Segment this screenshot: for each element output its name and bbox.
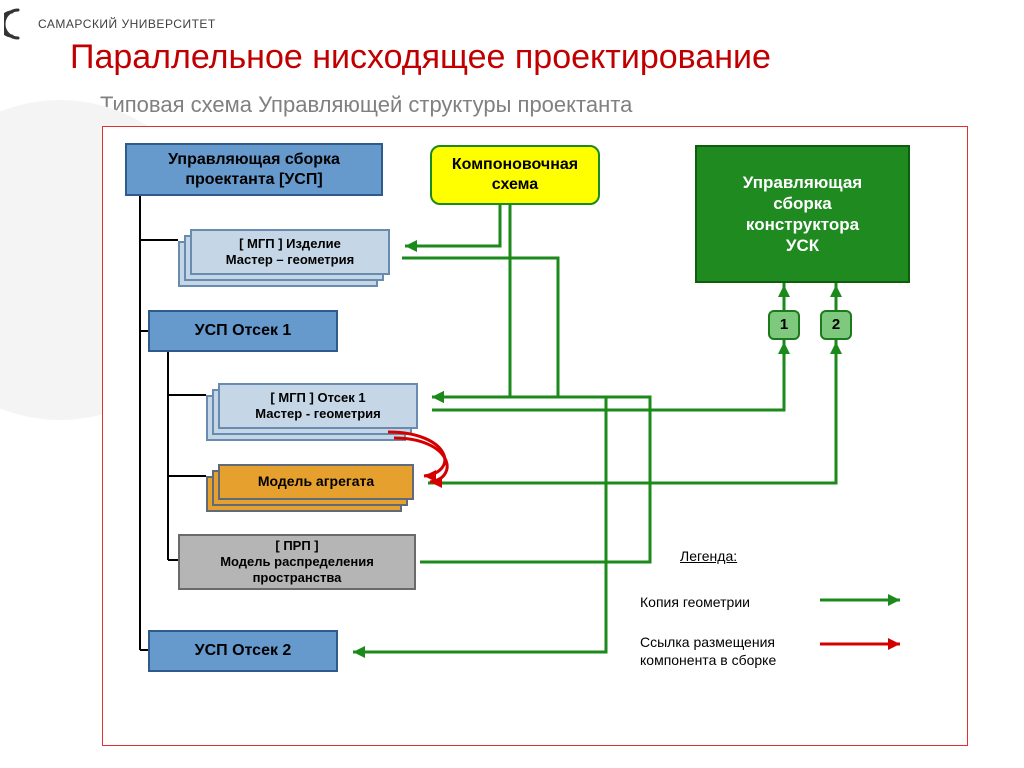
node-layout: Компоновочнаясхема	[430, 145, 600, 205]
legend-title: Легенда:	[680, 548, 737, 564]
node-chip1: 1	[768, 310, 800, 340]
node-mgp_sec1: [ МГП ] Отсек 1Мастер - геометрия	[218, 383, 418, 429]
node-prp: [ ПРП ]Модель распределенияпространства	[178, 534, 416, 590]
university-header: САМАРСКИЙ УНИВЕРСИТЕТ	[4, 8, 216, 40]
university-logo-icon	[4, 8, 32, 40]
slide-subtitle: Типовая схема Управляющей структуры прое…	[100, 92, 632, 118]
node-usp: Управляющая сборкапроектанта [УСП]	[125, 143, 383, 196]
legend-placement-link: Ссылка размещения компонента в сборке	[640, 634, 776, 669]
legend-copy-geometry: Копия геометрии	[640, 594, 750, 612]
node-aggregate: Модель агрегата	[218, 464, 414, 500]
node-usp_sec1: УСП Отсек 1	[148, 310, 338, 352]
node-mgp_prod: [ МГП ] ИзделиеМастер – геометрия	[190, 229, 390, 275]
node-usk: УправляющаясборкаконструктораУСК	[695, 145, 910, 283]
legend-placement-link-l1: Ссылка размещения	[640, 634, 775, 650]
university-name: САМАРСКИЙ УНИВЕРСИТЕТ	[38, 17, 216, 31]
legend-placement-link-l2: компонента в сборке	[640, 652, 776, 668]
node-usp_sec2: УСП Отсек 2	[148, 630, 338, 672]
slide-title: Параллельное нисходящее проектирование	[70, 38, 771, 77]
node-chip2: 2	[820, 310, 852, 340]
